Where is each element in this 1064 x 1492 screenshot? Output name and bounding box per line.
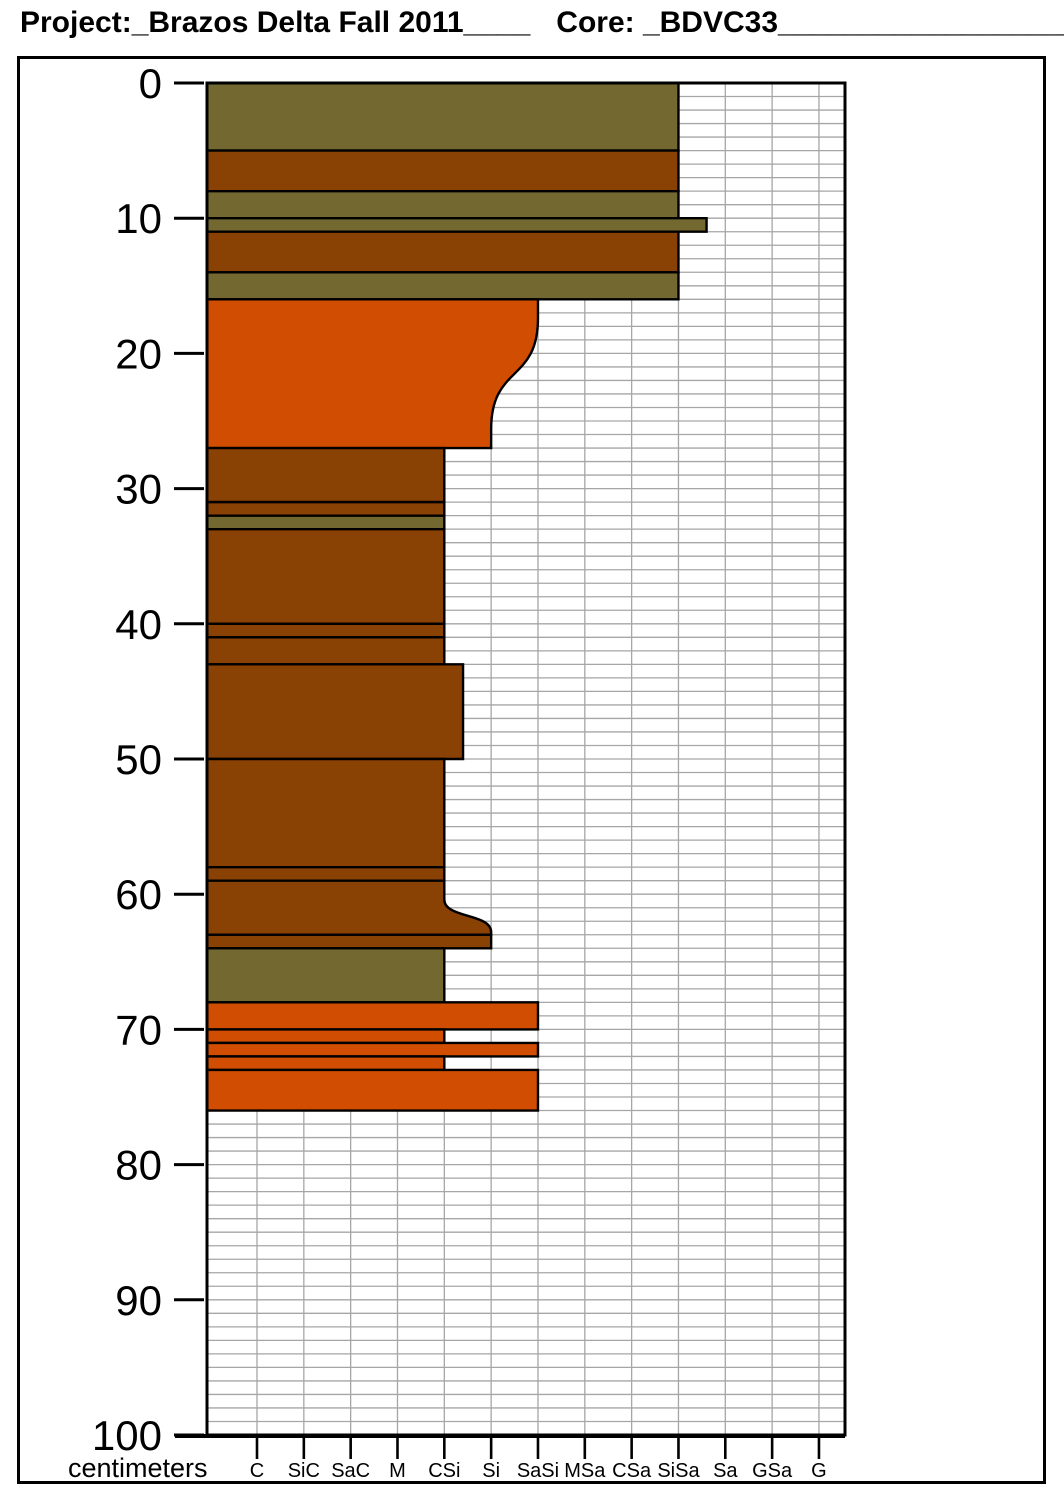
y-tick-label: 100	[92, 1412, 162, 1459]
stratum-olive	[205, 514, 446, 531]
y-tick-label: 70	[115, 1006, 162, 1053]
stratum-orange	[205, 1028, 446, 1045]
stratum-brown	[205, 636, 446, 666]
y-tick-label: 10	[115, 195, 162, 242]
y-tick-label: 60	[115, 871, 162, 918]
x-tick-label: SiSa	[657, 1460, 700, 1482]
y-tick-label: 80	[115, 1142, 162, 1189]
stratum-olive	[205, 271, 680, 301]
y-tick-label: 90	[115, 1277, 162, 1324]
x-tick-label: SiC	[288, 1460, 320, 1482]
x-tick-label: C	[250, 1460, 264, 1482]
x-tick-label: SaC	[331, 1460, 370, 1482]
y-tick-label: 20	[115, 330, 162, 377]
stratum-brown	[205, 500, 446, 517]
stratum-brown	[205, 865, 446, 882]
stratum-orange	[205, 1055, 446, 1072]
stratum-orange	[205, 298, 540, 450]
stratum-orange	[205, 1001, 540, 1031]
stratum-orange	[205, 1068, 540, 1112]
x-tick-label: Sa	[713, 1460, 738, 1482]
x-tick-label: M	[389, 1460, 406, 1482]
project-field: Project:_Brazos Delta Fall 2011____	[20, 6, 531, 39]
y-tick-label: 0	[139, 60, 162, 107]
stratum-brown	[205, 757, 446, 869]
x-tick-label: MSa	[564, 1460, 606, 1482]
x-tick-label: CSa	[612, 1460, 652, 1482]
x-tick-label: G	[811, 1460, 827, 1482]
core-field: Core: _BDVC33___________________	[556, 6, 1064, 39]
stratum-brown	[205, 527, 446, 625]
stratum-olive	[205, 81, 680, 152]
figure-title: Project:_Brazos Delta Fall 2011____ Core…	[20, 6, 1064, 40]
stratum-brown	[205, 933, 493, 950]
stratum-brown	[205, 230, 680, 274]
stratum-brown	[205, 446, 446, 504]
stratum-brown	[205, 879, 493, 936]
y-tick-label: 50	[115, 736, 162, 783]
x-tick-label: GSa	[752, 1460, 793, 1482]
y-axis-unit-label: centimeters	[68, 1453, 208, 1483]
stratum-olive	[205, 189, 680, 220]
stratum-olive	[205, 217, 708, 233]
stratum-brown	[205, 149, 680, 193]
y-tick-label: 40	[115, 601, 162, 648]
x-tick-label: Si	[482, 1460, 500, 1482]
stratum-brown	[205, 622, 446, 639]
stratum-orange	[205, 1041, 540, 1058]
y-tick-label: 30	[115, 466, 162, 513]
x-tick-label: SaSi	[517, 1460, 559, 1482]
x-tick-label: CSi	[428, 1460, 460, 1482]
stratum-olive	[205, 947, 446, 1004]
stratum-brown	[205, 663, 465, 761]
